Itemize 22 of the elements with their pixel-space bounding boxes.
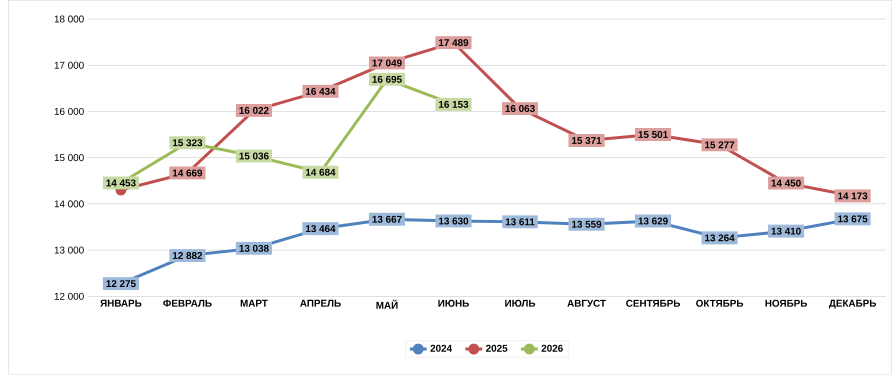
y-tick-label: 16 000 [54, 108, 84, 116]
y-tick-label: 13 000 [54, 246, 84, 254]
x-tick-label: ФЕВРАЛЬ [163, 300, 212, 307]
x-tick-label: АПРЕЛЬ [300, 300, 341, 307]
legend-label: 2025 [486, 344, 508, 352]
x-tick-label: ОКТЯБРЬ [696, 300, 744, 307]
legend-label: 2026 [542, 344, 563, 352]
x-tick-label: МАЙ [376, 300, 398, 309]
y-tick-label: 18 000 [54, 16, 84, 23]
x-tick-label: ИЮНЬ [438, 300, 469, 307]
y-tick-label: 15 000 [54, 154, 84, 162]
x-tick-label: НОЯБРЬ [765, 300, 808, 307]
x-tick-label: АВГУСТ [567, 300, 606, 307]
x-tick-label: ИЮЛЬ [505, 300, 536, 307]
x-tick-label: СЕНТЯБРЬ [626, 300, 680, 307]
legend-label: 2024 [430, 344, 452, 352]
x-tick-label: ДЕКАБРЬ [828, 300, 876, 309]
y-tick-label: 17 000 [54, 62, 84, 69]
y-tick-label: 14 000 [54, 200, 84, 208]
x-tick-label: ЯНВАРЬ [100, 300, 142, 307]
x-tick-label: МАРТ [240, 300, 268, 307]
y-tick-label: 12 000 [54, 292, 84, 300]
